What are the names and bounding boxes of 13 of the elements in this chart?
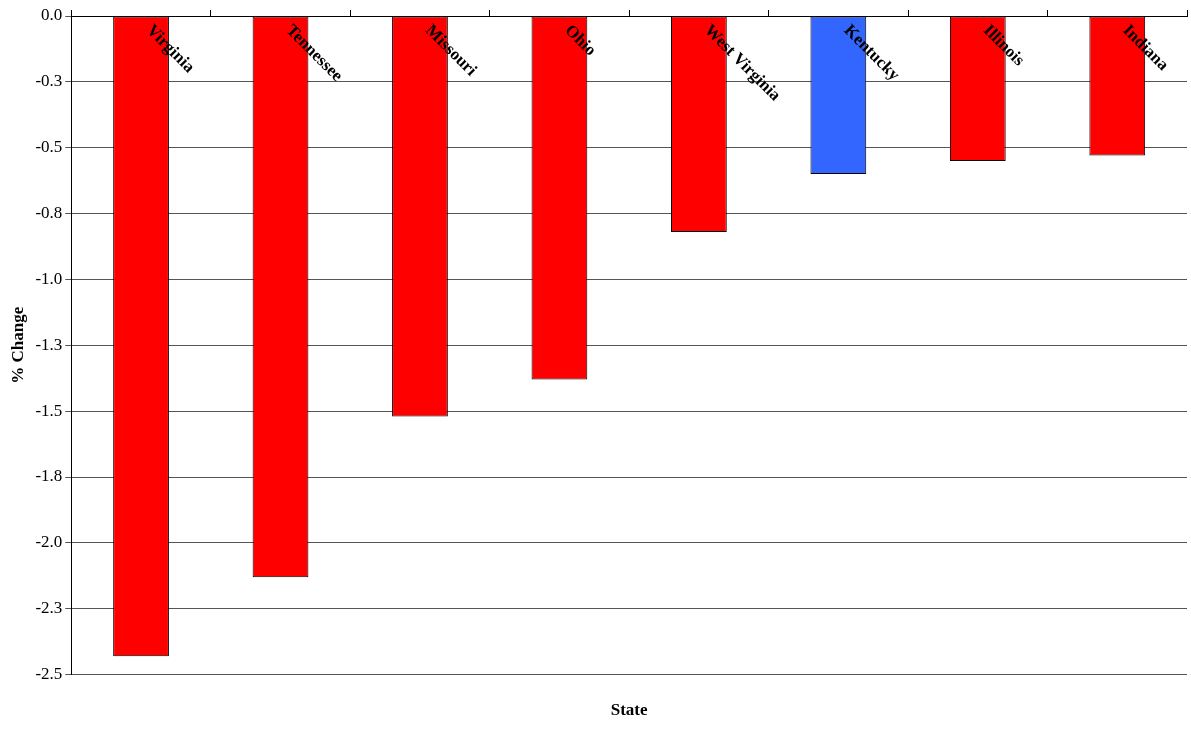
x-axis-title: State xyxy=(610,700,649,720)
y-tick-label: -0.5 xyxy=(35,137,63,157)
y-tick-label: -0.8 xyxy=(35,203,63,223)
y-tick-label: -1.0 xyxy=(35,268,63,288)
y-tick-label: -0.3 xyxy=(35,71,63,91)
y-tick-label: -1.5 xyxy=(35,400,63,420)
y-tick-label: 0.0 xyxy=(41,5,63,25)
y-tick-label: -2.3 xyxy=(35,598,63,618)
y-tick-label: -1.3 xyxy=(35,334,63,354)
y-tick-label: -2.0 xyxy=(35,532,63,552)
y-tick-label: -1.8 xyxy=(35,466,63,486)
y-axis-title: % Change xyxy=(7,306,27,384)
y-tick-label: -2.5 xyxy=(35,664,63,684)
